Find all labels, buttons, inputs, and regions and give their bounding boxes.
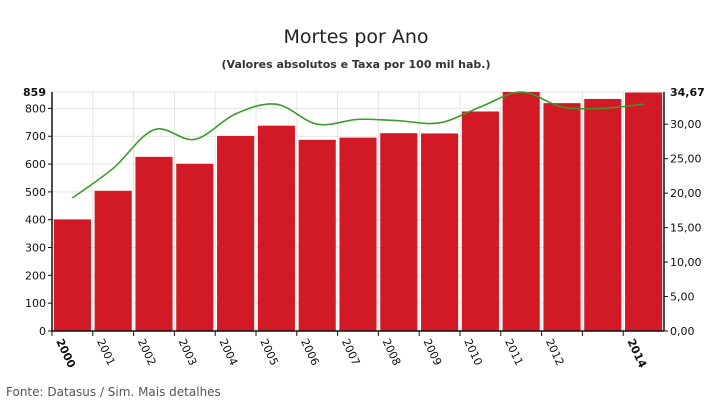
bar-2002: [135, 156, 173, 331]
x-tick-label: 2012: [543, 337, 567, 368]
y-max-label: 859: [23, 86, 46, 99]
x-tick-label: 2006: [298, 337, 322, 368]
chart-title: Mortes por Ano: [283, 26, 429, 48]
x-tick-label: 2002: [135, 337, 159, 368]
bar-2009: [421, 133, 459, 331]
x-tick-label: 2004: [216, 337, 240, 368]
bar-2013: [584, 98, 622, 331]
y-tick-label: 100: [25, 297, 46, 310]
x-tick-label: 2001: [94, 337, 118, 368]
chart-subtitle: (Valores absolutos e Taxa por 100 mil ha…: [221, 58, 491, 71]
x-tick-label: 2011: [502, 337, 526, 368]
x-tick-label: 2008: [380, 337, 404, 368]
y2-tick-label: 20,00: [670, 187, 702, 200]
y-tick-label: 400: [25, 214, 46, 227]
y-tick-label: 600: [25, 158, 46, 171]
bar-2014: [625, 92, 663, 331]
y2-tick-label: 25,00: [670, 153, 702, 166]
bar-2003: [176, 163, 214, 331]
x-tick-label: 2009: [420, 337, 444, 368]
bar-2001: [94, 190, 132, 331]
bar-2010: [461, 111, 499, 331]
y2-tick-label: 15,00: [670, 222, 702, 235]
bar-2004: [217, 135, 255, 331]
bar-2012: [543, 103, 581, 332]
y2-max-label: 34,67: [670, 86, 705, 99]
bar-2005: [257, 125, 295, 331]
source-note[interactable]: Fonte: Datasus / Sim. Mais detalhes: [6, 385, 221, 399]
y2-tick-label: 30,00: [670, 118, 702, 131]
x-tick-label: 2010: [461, 337, 485, 368]
y-tick-label: 300: [25, 242, 46, 255]
y2-tick-label: 10,00: [670, 256, 702, 269]
x-tick-label: 2003: [176, 337, 200, 368]
y-tick-label: 200: [25, 269, 46, 282]
y-tick-label: 700: [25, 130, 46, 143]
x-tick-label: 2014: [624, 337, 649, 371]
bar-2000: [53, 219, 91, 331]
x-tick-label: 2007: [339, 337, 363, 368]
bar-2006: [298, 139, 336, 331]
y-tick-label: 800: [25, 102, 46, 115]
y-tick-label: 500: [25, 186, 46, 199]
bar-2007: [339, 137, 377, 331]
y2-tick-label: 0,00: [670, 325, 695, 338]
rate-line: [71, 91, 644, 199]
x-tick-label: 2000: [53, 337, 78, 371]
x-tick-label: 2005: [257, 337, 281, 368]
bar-2008: [380, 133, 418, 331]
y2-tick-label: 5,00: [670, 291, 695, 304]
bar-2011: [502, 92, 540, 331]
y-tick-label: 0: [39, 325, 46, 338]
